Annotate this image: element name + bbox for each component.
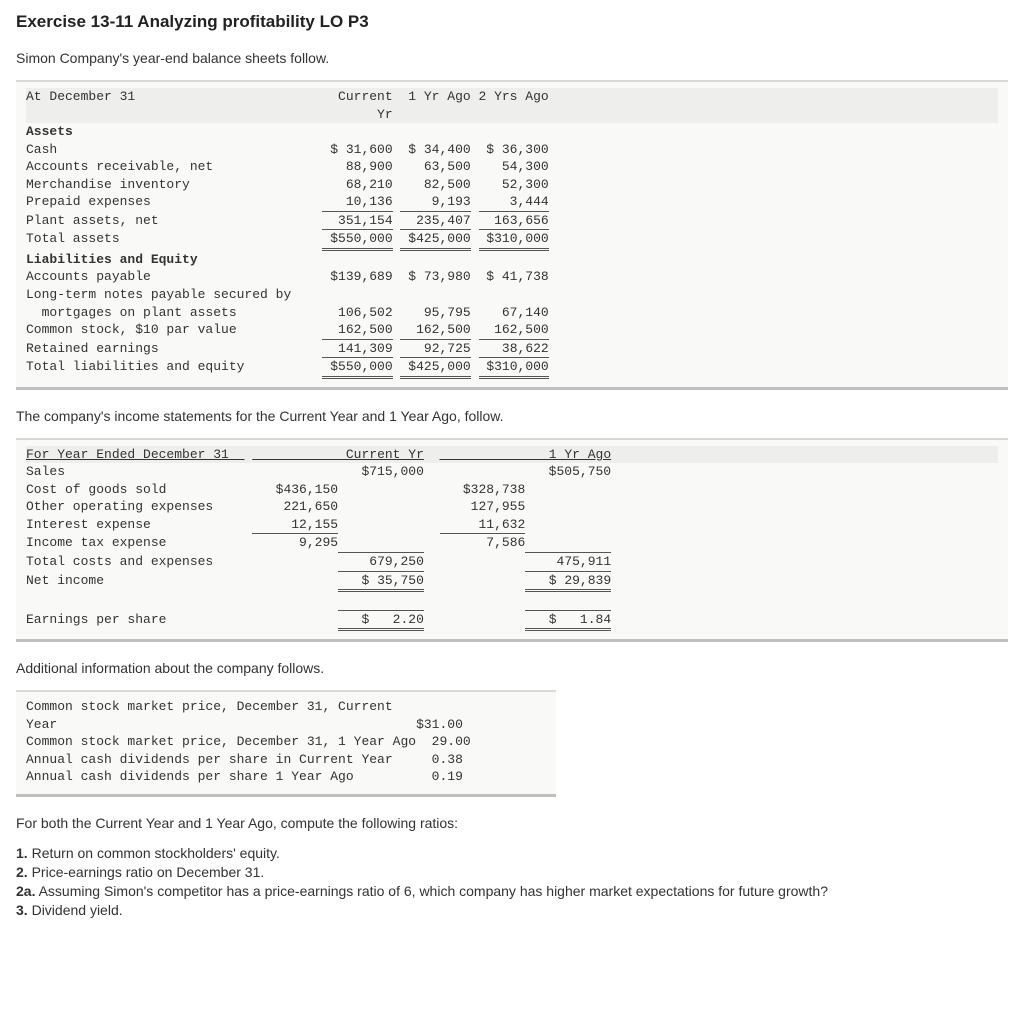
question-2: 2. Price-earnings ratio on December 31.	[16, 864, 1008, 880]
intro-income-statement: The company's income statements for the …	[16, 408, 1008, 424]
exercise-title: Exercise 13-11 Analyzing profitability L…	[16, 12, 1008, 32]
question-2a: 2a. Assuming Simon's competitor has a pr…	[16, 883, 1008, 899]
balance-sheet-table: At December 31 Current 1 Yr Ago 2 Yrs Ag…	[16, 80, 1008, 390]
question-1: 1. Return on common stockholders' equity…	[16, 845, 1008, 861]
intro-additional-info: Additional information about the company…	[16, 660, 1008, 676]
question-3: 3. Dividend yield.	[16, 902, 1008, 918]
question-list: 1. Return on common stockholders' equity…	[16, 845, 1008, 918]
intro-questions: For both the Current Year and 1 Year Ago…	[16, 815, 1008, 831]
additional-info-table: Common stock market price, December 31, …	[16, 690, 556, 797]
intro-balance-sheet: Simon Company's year-end balance sheets …	[16, 50, 1008, 66]
income-statement-table: For Year Ended December 31 Current Yr 1 …	[16, 438, 1008, 642]
